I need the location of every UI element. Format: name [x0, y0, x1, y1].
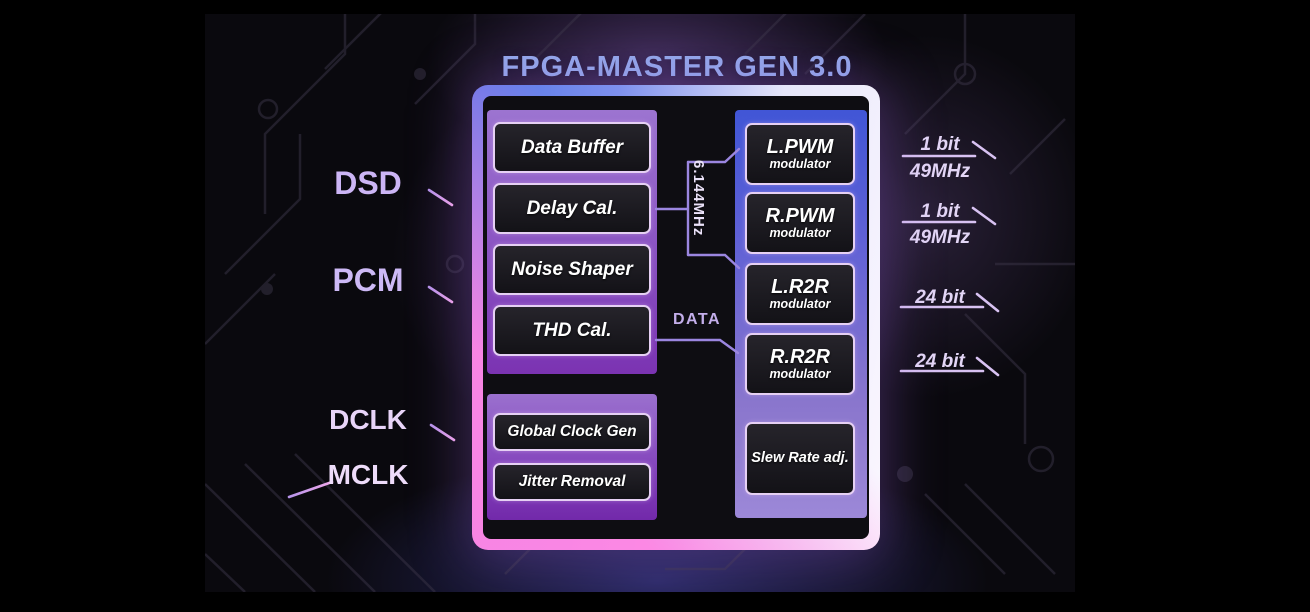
- fpga-body: Data Buffer Delay Cal. Noise Shaper THD …: [483, 96, 869, 539]
- block-data-buffer: Data Buffer: [493, 122, 651, 173]
- block-thd-cal: THD Cal.: [493, 305, 651, 356]
- data-bus-label: DATA: [672, 311, 722, 328]
- io-arrows: [287, 140, 1000, 499]
- input-label-dsd: DSD: [334, 165, 402, 201]
- block-lr2r-modulator: L.R2R modulator: [745, 263, 855, 325]
- block-rr2r-modulator: R.R2R modulator: [745, 333, 855, 395]
- diagram-canvas: FPGA-MASTER GEN 3.0 DSD PCM DCLK MCLK: [205, 14, 1075, 592]
- fpga-frame: Data Buffer Delay Cal. Noise Shaper THD …: [472, 85, 880, 550]
- signal-processing-panel: Data Buffer Delay Cal. Noise Shaper THD …: [487, 110, 657, 374]
- input-label-pcm: PCM: [332, 262, 404, 298]
- output-2-freq: 49MHz: [909, 227, 971, 248]
- block-rpwm-modulator: R.PWM modulator: [745, 192, 855, 254]
- circuit-pattern: [205, 14, 1075, 592]
- modulator-panel: L.PWM modulator R.PWM modulator L.R2R modul…: [735, 110, 867, 518]
- input-label-mclk: MCLK: [327, 459, 409, 490]
- output-4-bits: 24 bit: [915, 351, 965, 372]
- block-lpwm-modulator: L.PWM modulator: [745, 123, 855, 185]
- block-jitter-removal: Jitter Removal: [493, 463, 651, 501]
- diagram-title: FPGA-MASTER GEN 3.0: [501, 51, 853, 83]
- output-3-bits: 24 bit: [915, 287, 965, 308]
- output-2-bits: 1 bit: [920, 201, 960, 222]
- clock-panel: Global Clock Gen Jitter Removal: [487, 394, 657, 520]
- internal-clock-label: 6.144MHz: [690, 160, 707, 237]
- output-1-freq: 49MHz: [909, 161, 971, 182]
- block-global-clock-gen: Global Clock Gen: [493, 413, 651, 451]
- output-1-bits: 1 bit: [920, 134, 960, 155]
- block-noise-shaper: Noise Shaper: [493, 244, 651, 295]
- block-delay-cal: Delay Cal.: [493, 183, 651, 234]
- input-label-dclk: DCLK: [329, 404, 407, 435]
- block-slew-rate-adj: Slew Rate adj.: [745, 422, 855, 495]
- internal-connectors: [654, 147, 741, 355]
